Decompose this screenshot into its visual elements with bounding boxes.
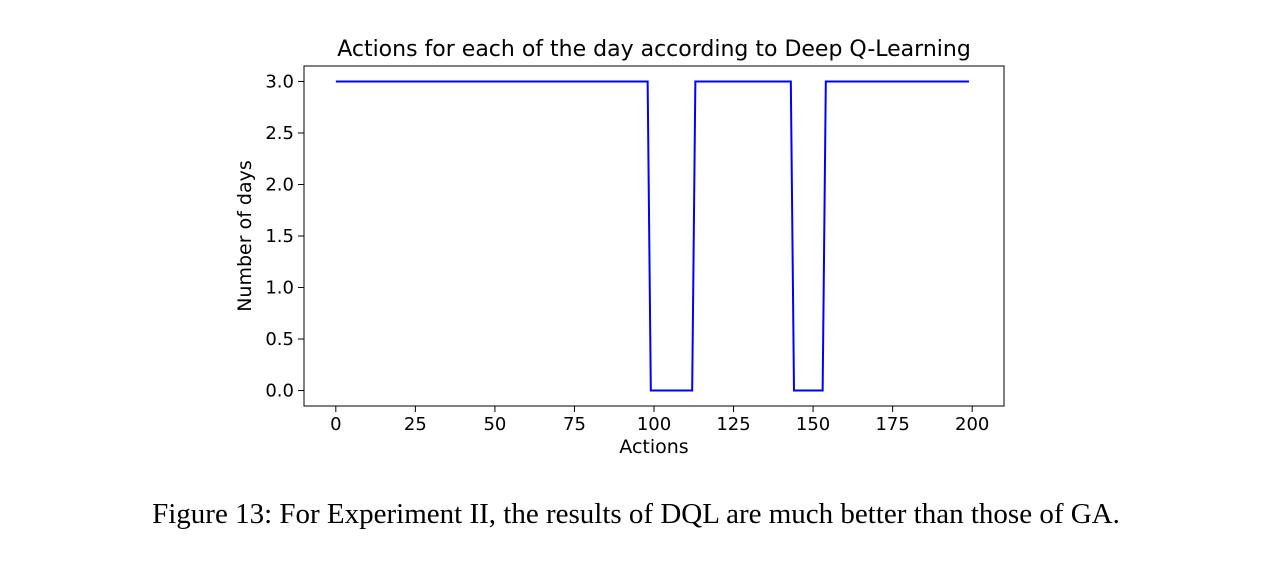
x-tick-label: 150 [796,414,830,435]
x-tick-label: 50 [483,414,506,435]
line-chart: Actions for each of the day according to… [234,37,1005,458]
y-tick-label: 0.0 [265,381,294,402]
x-tick-label: 100 [637,414,671,435]
y-tick-label: 3.0 [265,71,294,92]
y-tick-label: 1.5 [265,226,294,247]
y-tick-label: 0.5 [265,329,294,350]
chart-title: Actions for each of the day according to… [337,37,971,62]
y-tick-label: 2.0 [265,174,294,195]
y-axis-label: Number of days [234,160,256,312]
x-tick-label: 125 [716,414,750,435]
figure-caption: Figure 13: For Experiment II, the result… [152,498,1120,530]
y-tick-label: 1.0 [265,278,294,299]
x-tick-label: 0 [330,414,341,435]
plot-frame [303,65,1005,407]
series-line-0 [335,80,969,392]
x-tick-label: 75 [563,414,586,435]
x-axis-label: Actions [619,436,688,458]
x-tick-label: 200 [955,414,989,435]
x-tick-label: 25 [404,414,427,435]
y-tick-label: 2.5 [265,123,294,144]
x-tick-label: 175 [875,414,909,435]
